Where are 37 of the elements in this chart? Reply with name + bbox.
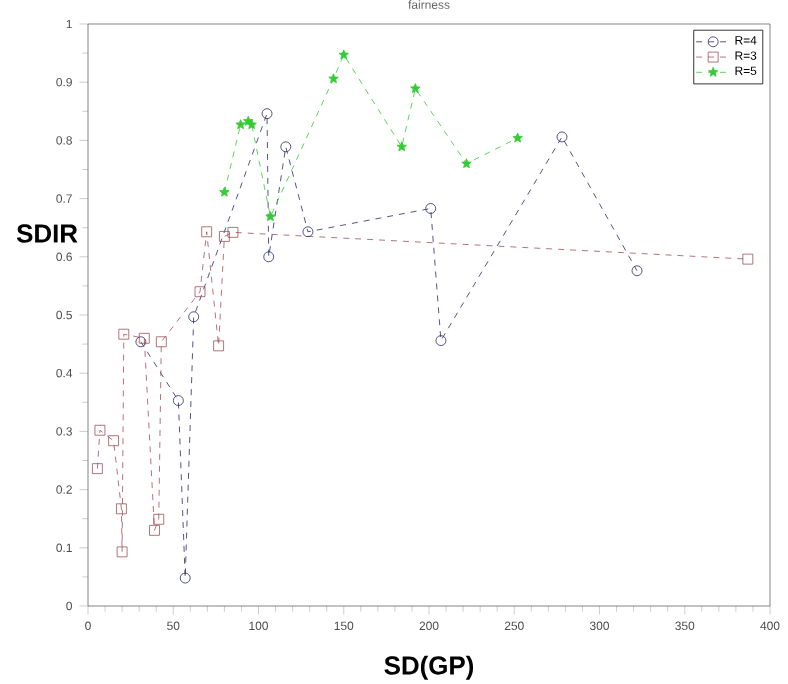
point [213,340,224,352]
point [116,546,128,558]
point [108,435,119,447]
point [155,336,167,348]
point [396,141,407,152]
point [461,158,472,169]
point [302,226,314,238]
point [118,328,130,340]
point [194,286,206,298]
point [338,49,349,60]
point [410,83,421,94]
point [265,211,276,222]
point [261,108,273,119]
point [328,73,339,84]
point [631,265,643,277]
point [425,203,437,214]
point [263,251,275,263]
point [149,524,160,536]
point [227,226,239,238]
x-axis-title: SD(GP) [384,655,474,680]
point [201,226,213,238]
point [188,311,200,323]
point [94,424,106,436]
y-axis-title: SDIR [16,224,78,243]
point [280,141,292,153]
point [219,231,230,242]
point [742,253,754,265]
point [92,463,103,475]
point [512,132,523,143]
point [435,335,447,346]
point [235,119,246,130]
point [556,131,568,143]
point [219,186,230,197]
point [116,503,127,515]
point [179,572,191,584]
point [153,513,165,525]
point [172,395,184,406]
